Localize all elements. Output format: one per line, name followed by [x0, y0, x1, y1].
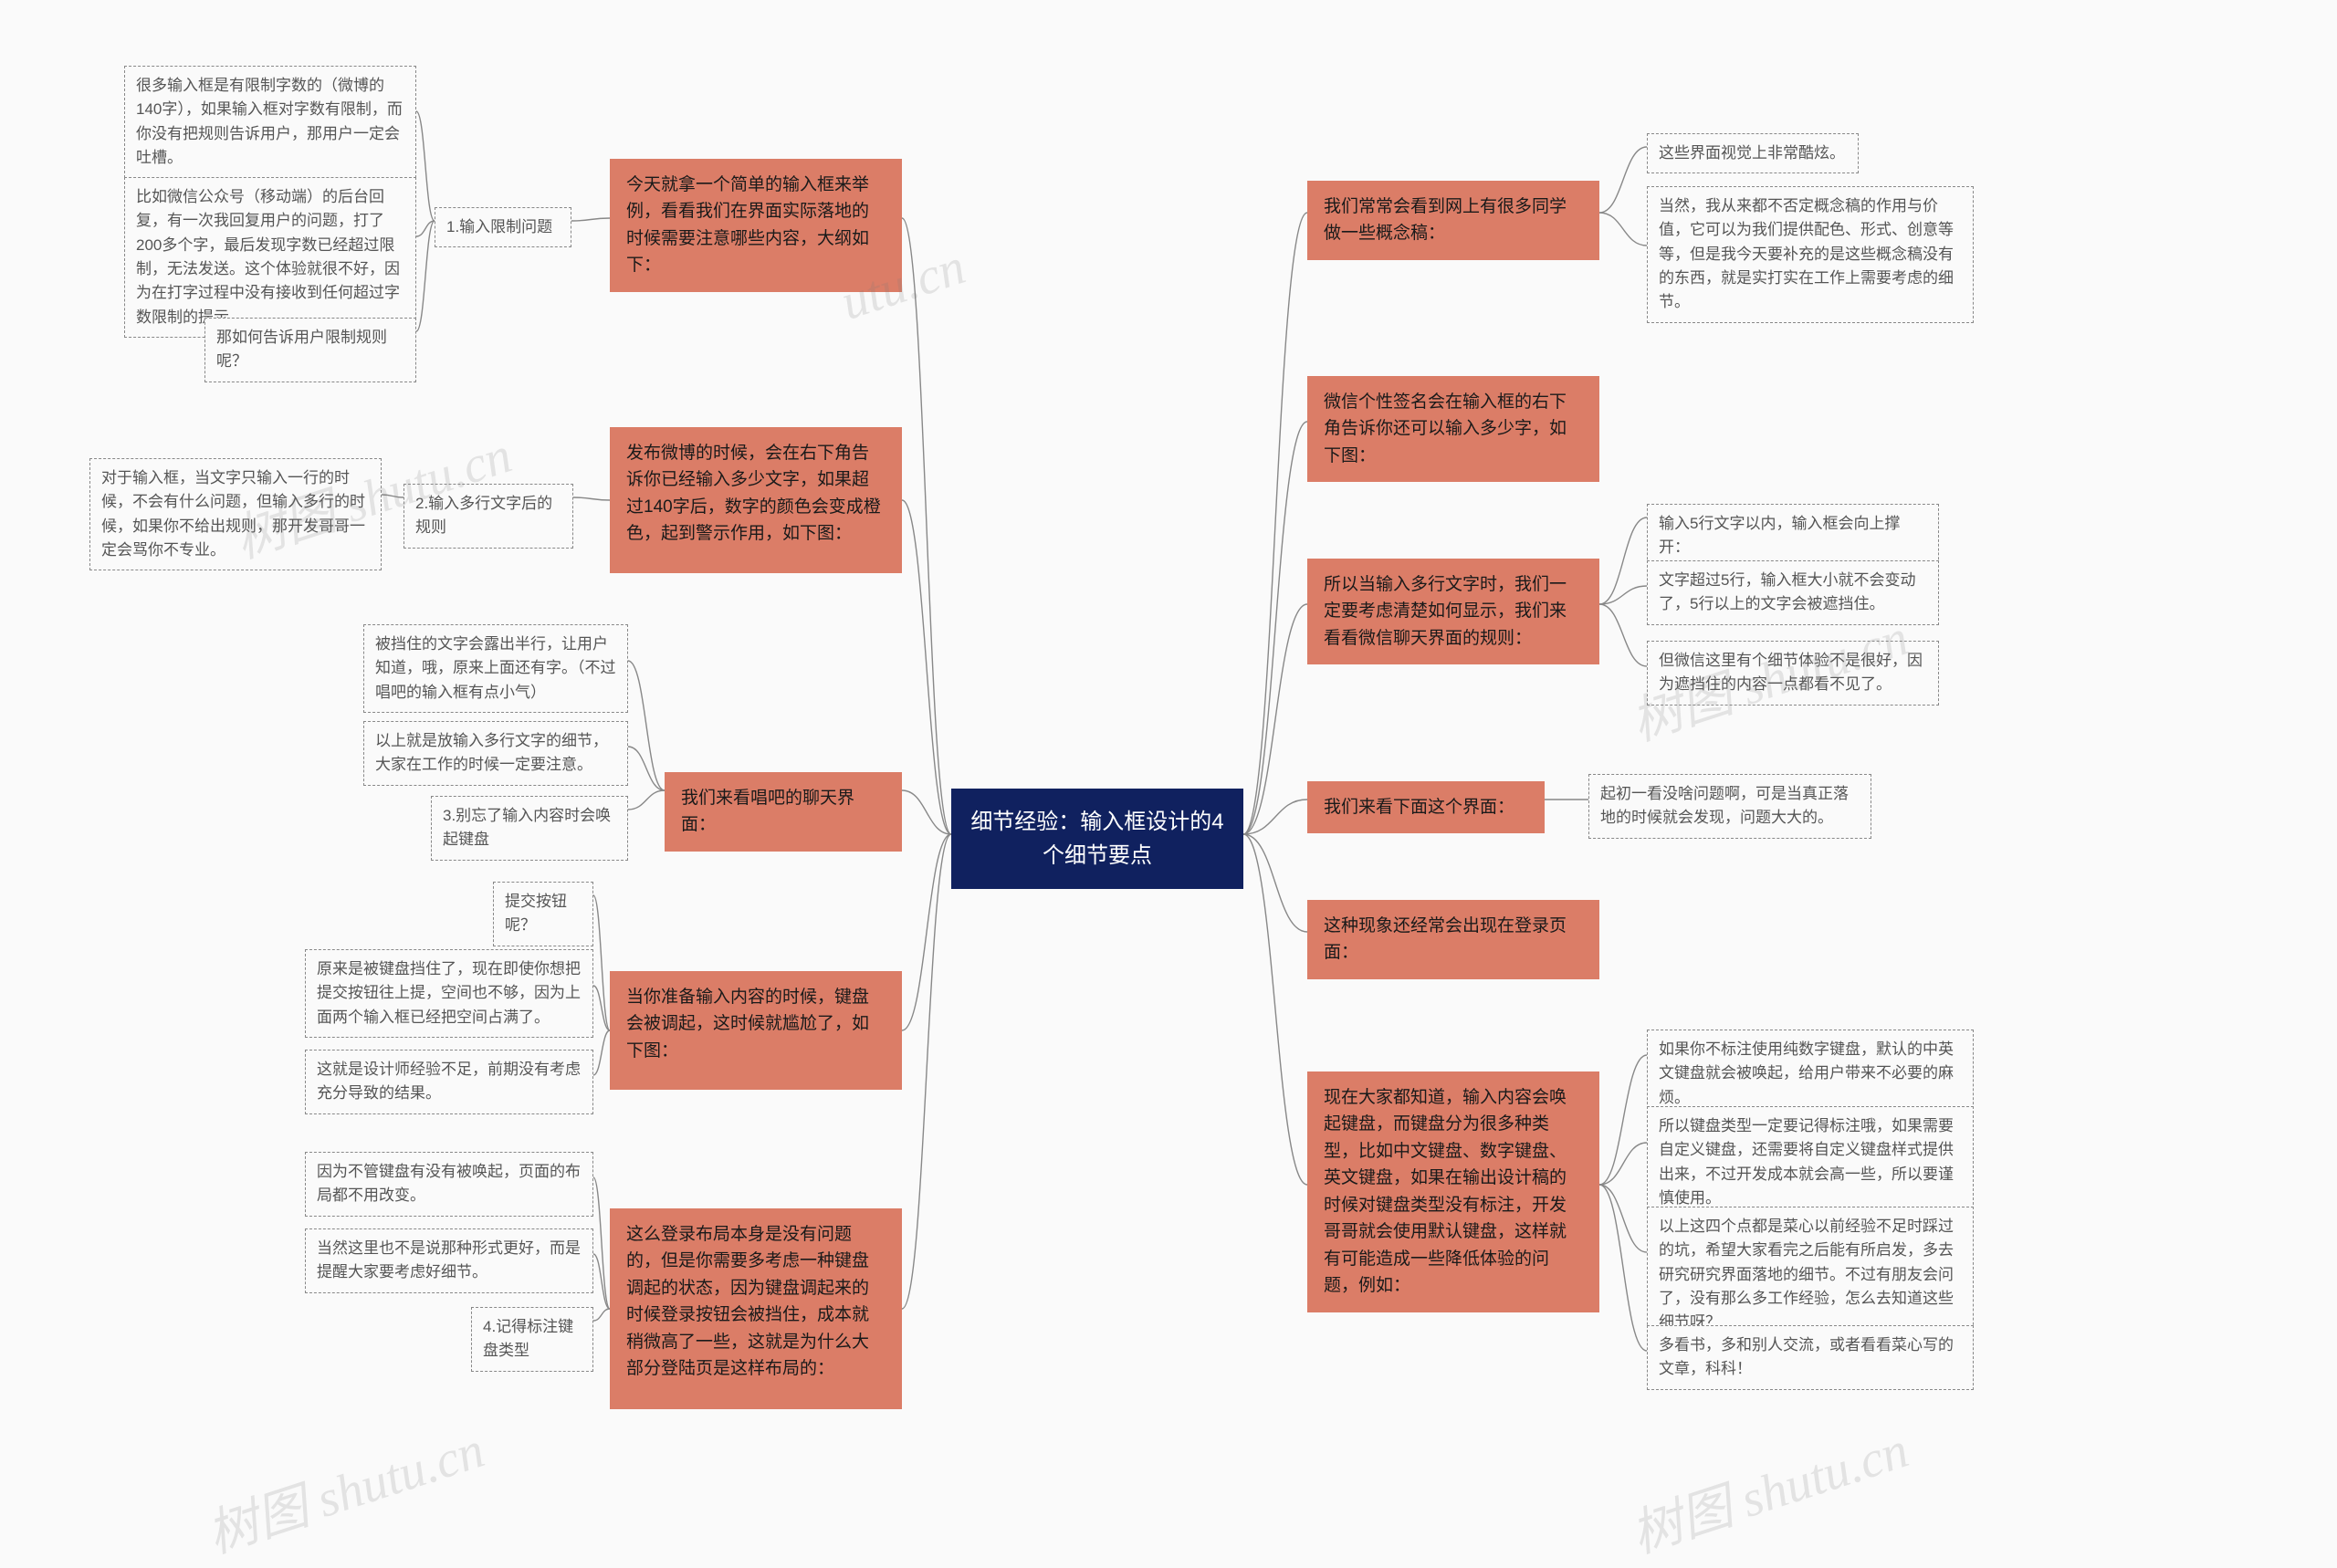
node-R2: 微信个性签名会在输入框的右下角告诉你还可以输入多少字，如下图：	[1307, 376, 1599, 482]
edge-R6-R6d	[1599, 1185, 1647, 1351]
edge-root-L5	[902, 834, 951, 1309]
node-L1a: 1.输入限制问题	[435, 207, 571, 247]
edge-L5-L5c	[593, 1309, 610, 1321]
edge-root-L1	[902, 218, 951, 834]
node-R3b: 文字超过5行，输入框大小就不会变动了，5行以上的文字会被遮挡住。	[1647, 560, 1939, 625]
watermark-3: 树图 shutu.cn	[1620, 1408, 1916, 1567]
node-L3: 我们来看唱吧的聊天界面：	[665, 772, 902, 852]
node-L5c: 4.记得标注键盘类型	[471, 1307, 593, 1372]
edge-root-R4	[1243, 800, 1307, 834]
node-R6d: 多看书，多和别人交流，或者看看菜心写的文章，科科！	[1647, 1325, 1974, 1390]
edge-L2-L2a	[573, 497, 610, 500]
mindmap-canvas: 细节经验：输入框设计的4个细节要点 今天就拿一个简单的输入框来举例，看看我们在界面…	[0, 0, 2337, 1545]
edge-root-L2	[902, 500, 951, 834]
node-L2: 发布微博的时候，会在右下角告诉你已经输入多少文字，如果超过140字后，数字的颜色…	[610, 427, 902, 573]
edge-root-R6	[1243, 834, 1307, 1185]
node-L3a: 被挡住的文字会露出半行，让用户知道，哦，原来上面还有字。（不过唱吧的输入框有点小…	[363, 624, 628, 713]
edge-L1a-L1a1	[416, 111, 435, 221]
node-R6: 现在大家都知道，输入内容会唤起键盘，而键盘分为很多种类型，比如中文键盘、数字键盘…	[1307, 1071, 1599, 1312]
node-R6b: 所以键盘类型一定要记得标注哦，如果需要自定义键盘，还需要将自定义键盘样式提供出来…	[1647, 1106, 1974, 1218]
edge-R3-R3a	[1599, 517, 1647, 604]
node-L3b: 以上就是放输入多行文字的细节，大家在工作的时候一定要注意。	[363, 721, 628, 786]
edge-root-R1	[1243, 213, 1307, 834]
node-R1a: 这些界面视觉上非常酷炫。	[1647, 133, 1859, 173]
node-L4b: 原来是被键盘挡住了，现在即使你想把提交按钮往上提，空间也不够，因为上面两个输入框…	[305, 949, 593, 1038]
node-L1a2: 比如微信公众号（移动端）的后台回复，有一次我回复用户的问题，打了200多个字，最…	[124, 177, 416, 338]
node-R1b: 当然，我从来都不否定概念稿的作用与价值，它可以为我们提供配色、形式、创意等等，但…	[1647, 186, 1974, 323]
node-R4a: 起初一看没啥问题啊，可是当真正落地的时候就会发现，问题大大的。	[1588, 774, 1871, 839]
node-L4c: 这就是设计师经验不足，前期没有考虑充分导致的结果。	[305, 1050, 593, 1114]
node-R3: 所以当输入多行文字时，我们一定要考虑清楚如何显示，我们来看看微信聊天界面的规则：	[1307, 559, 1599, 664]
edge-L1-L1a	[571, 218, 610, 221]
node-R3c: 但微信这里有个细节体验不是很好，因为遮挡住的内容一点都看不见了。	[1647, 641, 1939, 706]
edge-root-R3	[1243, 604, 1307, 834]
node-L1: 今天就拿一个简单的输入框来举例，看看我们在界面实际落地的时候需要注意哪些内容，大…	[610, 159, 902, 292]
node-root: 细节经验：输入框设计的4个细节要点	[951, 789, 1243, 889]
edge-R6-R6c	[1599, 1185, 1647, 1252]
node-R6a: 如果你不标注使用纯数字键盘，默认的中英文键盘就会被唤起，给用户带来不必要的麻烦。	[1647, 1030, 1974, 1118]
edge-L4-L4c	[593, 1030, 610, 1075]
edge-L4-L4b	[593, 986, 610, 1030]
edge-L3-L3b	[628, 747, 665, 790]
edge-L3-L3c	[628, 790, 665, 810]
edge-L1a-L1a3	[416, 221, 435, 331]
edge-R3-R3c	[1599, 604, 1647, 666]
node-L2a1: 对于输入框，当文字只输入一行的时候，不会有什么问题，但输入多行的时候，如果你不给…	[89, 458, 382, 570]
node-L1a3: 那如何告诉用户限制规则呢？	[204, 318, 416, 382]
node-R3a: 输入5行文字以内，输入框会向上撑开：	[1647, 504, 1939, 569]
edge-R6-R6a	[1599, 1055, 1647, 1185]
node-L4: 当你准备输入内容的时候，键盘会被调起，这时候就尴尬了，如下图：	[610, 971, 902, 1090]
node-R5: 这种现象还经常会出现在登录页面：	[1307, 900, 1599, 979]
node-L2a: 2.输入多行文字后的规则	[403, 484, 573, 549]
edge-R6-R6b	[1599, 1143, 1647, 1185]
edge-L2a-L2a1	[382, 495, 403, 497]
edge-root-L4	[902, 834, 951, 1030]
edge-L4-L4a	[593, 895, 610, 1030]
edge-R3-R3b	[1599, 586, 1647, 604]
edge-R1-R1a	[1599, 147, 1647, 213]
node-R1: 我们常常会看到网上有很多同学做一些概念稿：	[1307, 181, 1599, 260]
edge-root-L3	[902, 790, 951, 834]
node-L5a: 因为不管键盘有没有被唤起，页面的布局都不用改变。	[305, 1152, 593, 1217]
edge-L5-L5a	[593, 1177, 610, 1309]
node-L3c: 3.别忘了输入内容时会唤起键盘	[431, 796, 628, 861]
watermark-2: 树图 shutu.cn	[196, 1408, 492, 1567]
edge-R1-R1b	[1599, 213, 1647, 246]
edge-L1a-L1a2	[416, 221, 435, 236]
edge-L5-L5b	[593, 1254, 610, 1309]
node-R4: 我们来看下面这个界面：	[1307, 781, 1545, 833]
node-L1a1: 很多输入框是有限制字数的（微博的140字），如果输入框对字数有限制，而你没有把规…	[124, 66, 416, 178]
node-L5b: 当然这里也不是说那种形式更好，而是提醒大家要考虑好细节。	[305, 1228, 593, 1293]
edge-L3-L3a	[628, 661, 665, 790]
node-L5: 这么登录布局本身是没有问题的，但是你需要多考虑一种键盘调起的状态，因为键盘调起来…	[610, 1208, 902, 1409]
node-R6c: 以上这四个点都是菜心以前经验不足时踩过的坑，希望大家看完之后能有所启发，多去研究…	[1647, 1207, 1974, 1343]
edge-root-R2	[1243, 422, 1307, 834]
node-L4a: 提交按钮呢？	[493, 882, 593, 946]
edge-root-R5	[1243, 834, 1307, 932]
